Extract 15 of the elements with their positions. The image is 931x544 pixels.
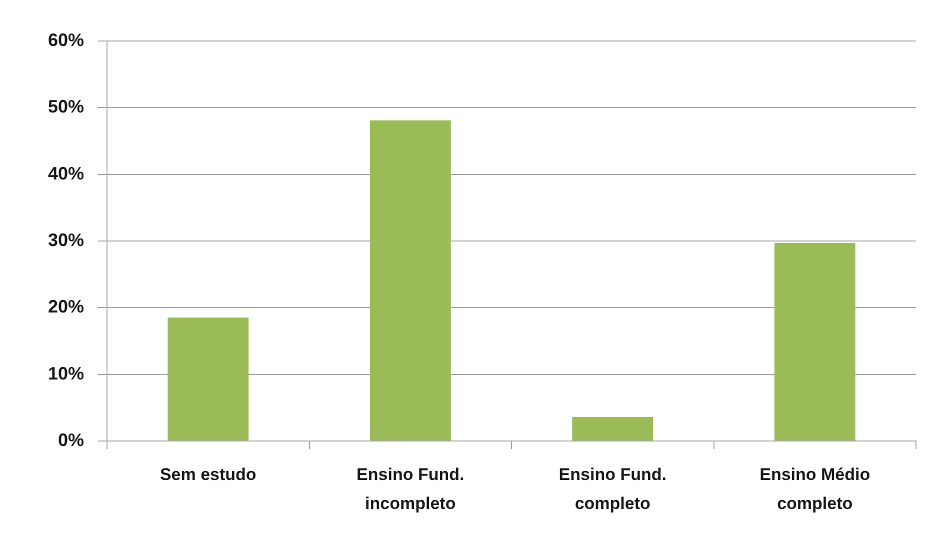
y-tick-label: 50% (48, 96, 84, 117)
x-tick-label: Sem estudo (160, 465, 256, 484)
y-tick-label: 20% (48, 296, 84, 317)
y-tick-label: 10% (48, 363, 84, 384)
bar (774, 243, 856, 440)
y-tick-label: 0% (58, 430, 84, 450)
y-tick-label: 30% (48, 230, 84, 250)
bar (572, 417, 654, 440)
bar (370, 120, 451, 440)
y-tick-label: 40% (48, 163, 84, 184)
bar (168, 318, 249, 440)
x-tick-label: Ensino Fund. incompleto (356, 465, 464, 514)
y-tick-label: 60% (48, 30, 84, 50)
x-tick-label: Ensino Médio completo (760, 465, 870, 514)
x-tick-label: Ensino Fund. completo (558, 465, 666, 514)
